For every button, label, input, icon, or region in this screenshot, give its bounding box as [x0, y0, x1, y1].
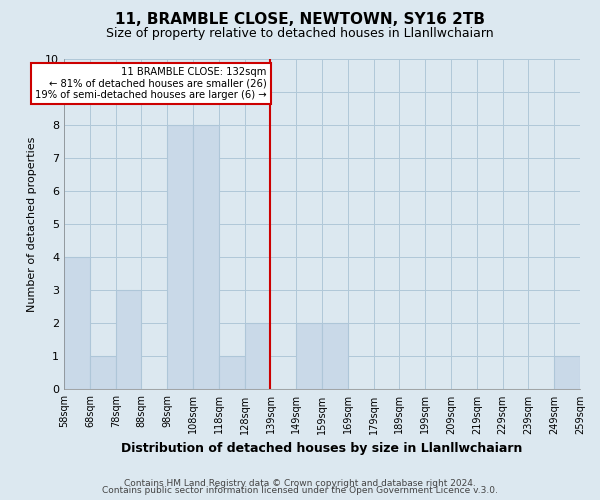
Bar: [296, 324, 322, 390]
Bar: [64, 258, 90, 390]
X-axis label: Distribution of detached houses by size in Llanllwchaiarn: Distribution of detached houses by size …: [121, 442, 523, 455]
Text: Contains HM Land Registry data © Crown copyright and database right 2024.: Contains HM Land Registry data © Crown c…: [124, 478, 476, 488]
Text: Contains public sector information licensed under the Open Government Licence v.: Contains public sector information licen…: [102, 486, 498, 495]
Bar: [322, 324, 348, 390]
Text: Size of property relative to detached houses in Llanllwchaiarn: Size of property relative to detached ho…: [106, 28, 494, 40]
Bar: [116, 290, 142, 390]
Bar: [167, 125, 193, 390]
Y-axis label: Number of detached properties: Number of detached properties: [27, 136, 37, 312]
Bar: [219, 356, 245, 390]
Bar: [245, 324, 271, 390]
Text: 11 BRAMBLE CLOSE: 132sqm
← 81% of detached houses are smaller (26)
19% of semi-d: 11 BRAMBLE CLOSE: 132sqm ← 81% of detach…: [35, 68, 266, 100]
Bar: [554, 356, 580, 390]
Text: 11, BRAMBLE CLOSE, NEWTOWN, SY16 2TB: 11, BRAMBLE CLOSE, NEWTOWN, SY16 2TB: [115, 12, 485, 28]
Bar: [90, 356, 116, 390]
Bar: [193, 125, 219, 390]
